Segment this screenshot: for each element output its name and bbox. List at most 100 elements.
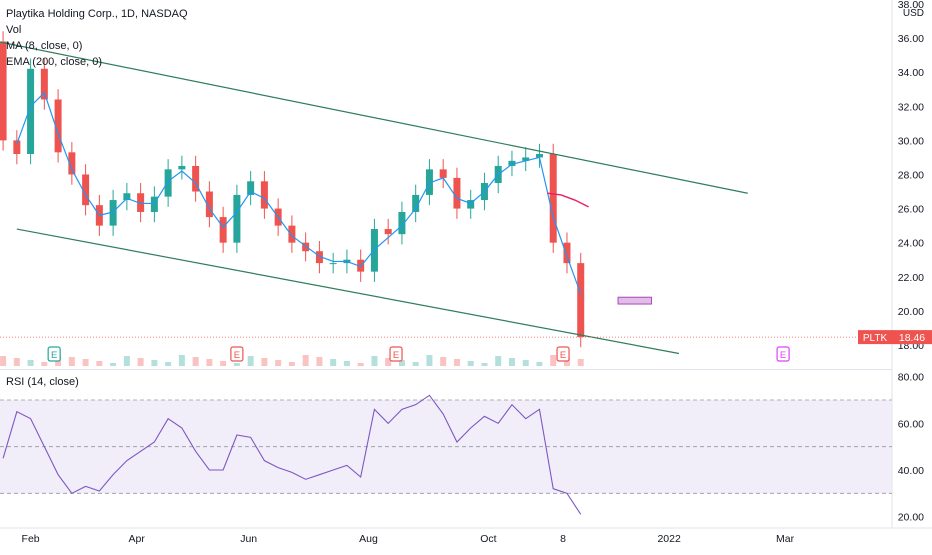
candle-body — [82, 174, 90, 206]
time-tick-label: Aug — [359, 533, 378, 545]
volume-bar — [165, 362, 172, 366]
earnings-marker — [47, 346, 61, 362]
rsi-tick-label: 60.00 — [898, 418, 924, 430]
time-tick-label: 8 — [560, 533, 566, 545]
volume-bar — [178, 355, 185, 366]
rsi-tick-label: 40.00 — [898, 465, 924, 477]
earnings-marker — [230, 346, 244, 362]
time-tick-label: 2022 — [657, 533, 681, 545]
price-tick-label: 34.00 — [898, 67, 924, 79]
candle-body — [398, 211, 406, 235]
volume-bar — [343, 361, 350, 366]
rsi-legend[interactable]: RSI (14, close) — [6, 376, 79, 388]
volume-bar — [357, 363, 364, 366]
volume-bar — [398, 360, 405, 366]
volume-bar — [110, 363, 117, 366]
candle-body — [288, 225, 296, 243]
volume-bar — [96, 361, 103, 366]
volume-bar — [151, 360, 158, 366]
earnings-marker — [389, 346, 403, 362]
candle-body — [260, 181, 268, 209]
price-tick-label: 26.00 — [898, 204, 924, 216]
volume-bar — [440, 357, 447, 366]
candle-body — [54, 99, 62, 153]
target-zone-box — [617, 296, 652, 305]
candle-body — [329, 263, 337, 265]
time-tick-label: Jun — [240, 533, 257, 545]
candle-body — [535, 154, 543, 158]
volume-bar — [137, 358, 144, 366]
candle-body — [549, 154, 557, 243]
volume-bar — [426, 355, 433, 366]
pane-divider[interactable] — [0, 369, 892, 370]
candle-body — [123, 193, 131, 201]
volume-bar — [536, 362, 543, 366]
candle-body — [13, 140, 21, 155]
price-tick-label: 38.00 — [898, 0, 924, 11]
time-tick-label: Mar — [776, 533, 795, 545]
volume-bar — [247, 356, 254, 366]
candle-body — [40, 68, 48, 100]
candle-body — [27, 68, 35, 155]
candle-body — [178, 165, 186, 170]
trendline-upper — [0, 41, 748, 194]
volume-bar — [508, 358, 515, 366]
earnings-marker-label: E — [51, 350, 57, 361]
volume-bar — [261, 358, 268, 366]
candle-body — [315, 251, 323, 264]
candle-body — [164, 169, 172, 197]
volume-bar — [467, 361, 474, 366]
rsi-line — [2, 394, 582, 515]
price-tick-label: 30.00 — [898, 135, 924, 147]
volume-bar — [13, 358, 20, 366]
last-price-tag-bg — [892, 330, 932, 345]
chart-title[interactable]: Playtika Holding Corp., 1D, NASDAQ — [6, 8, 188, 20]
earnings-marker-label: E — [780, 350, 786, 361]
volume-bar — [522, 360, 529, 366]
volume-bar — [481, 363, 488, 366]
candle-body — [68, 152, 76, 175]
price-tick-label: 22.00 — [898, 272, 924, 284]
symbol-tag: PLTK — [863, 333, 888, 344]
candle-body — [219, 217, 227, 243]
earnings-marker-label: E — [560, 350, 566, 361]
earnings-marker-label: E — [234, 350, 240, 361]
volume-bar — [495, 356, 502, 366]
last-price-tag: 18.46 — [899, 332, 925, 344]
candle-body — [384, 229, 392, 235]
ema-line — [547, 192, 589, 208]
candle-body — [137, 193, 145, 212]
candle-body — [577, 263, 585, 338]
earnings-marker-label: E — [393, 350, 399, 361]
candle-body — [508, 160, 516, 166]
volume-bar — [27, 360, 34, 366]
volume-bar — [41, 362, 48, 366]
earnings-marker — [556, 346, 570, 362]
time-tick-label: Feb — [22, 533, 40, 545]
legend-vol[interactable]: Vol — [6, 24, 22, 36]
volume-bar — [206, 359, 213, 366]
volume-bar — [550, 355, 557, 366]
candle-body — [205, 191, 213, 218]
time-tick-label: Apr — [129, 533, 146, 545]
candle-body — [439, 169, 447, 178]
earnings-marker — [776, 346, 790, 362]
legend-ema[interactable]: EMA (200, close, 0) — [6, 56, 102, 68]
candle-body — [412, 194, 420, 212]
volume-bar — [0, 356, 7, 366]
legend-ma[interactable]: MA (8, close, 0) — [6, 40, 83, 52]
rsi-tick-label: 20.00 — [898, 512, 924, 524]
price-tick-label: 20.00 — [898, 306, 924, 318]
price-tick-label: 24.00 — [898, 238, 924, 250]
rsi-tick-label: 80.00 — [898, 372, 924, 384]
volume-bar — [316, 357, 323, 366]
candle-body — [109, 200, 117, 226]
volume-bar — [453, 359, 460, 366]
candle-body — [247, 181, 255, 195]
volume-bar — [330, 359, 337, 366]
volume-bar — [385, 358, 392, 366]
volume-bar — [192, 357, 199, 366]
candle-body — [0, 41, 7, 141]
